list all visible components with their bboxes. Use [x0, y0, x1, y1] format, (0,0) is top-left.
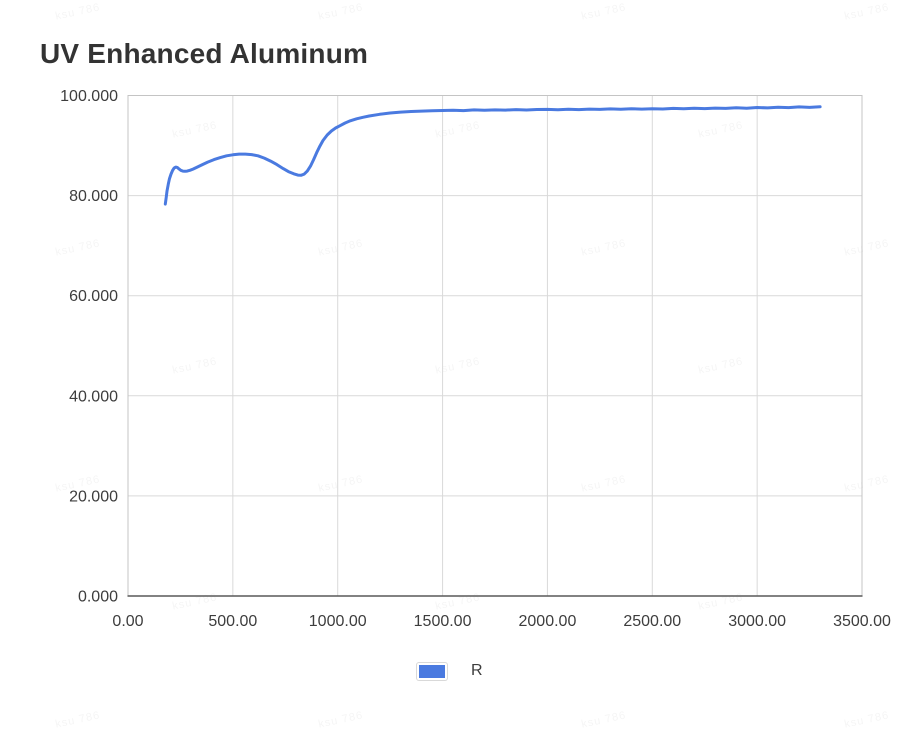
x-tick-label: 2000.00 [519, 613, 577, 630]
x-tick-label: 1500.00 [414, 613, 472, 630]
y-tick-label: 60.000 [69, 288, 118, 305]
x-tick-label: 3000.00 [728, 613, 786, 630]
x-tick-label: 500.00 [208, 613, 257, 630]
y-tick-label: 20.000 [69, 488, 118, 505]
x-tick-label: 3500.00 [833, 613, 891, 630]
chart-title: UV Enhanced Aluminum [40, 38, 369, 69]
x-tick-label: 1000.00 [309, 613, 367, 630]
legend: R [417, 662, 483, 680]
plot-border [127, 95, 863, 597]
y-tick-label: 100.000 [60, 88, 118, 105]
x-tick-label: 2500.00 [623, 613, 681, 630]
y-tick-label: 80.000 [69, 188, 118, 205]
legend-label: R [471, 662, 483, 679]
legend-swatch [417, 662, 447, 680]
y-tick-label: 0.000 [78, 589, 118, 606]
x-tick-label: 0.00 [112, 613, 143, 630]
series-line-r [163, 105, 822, 206]
y-tick-label: 40.000 [69, 388, 118, 405]
